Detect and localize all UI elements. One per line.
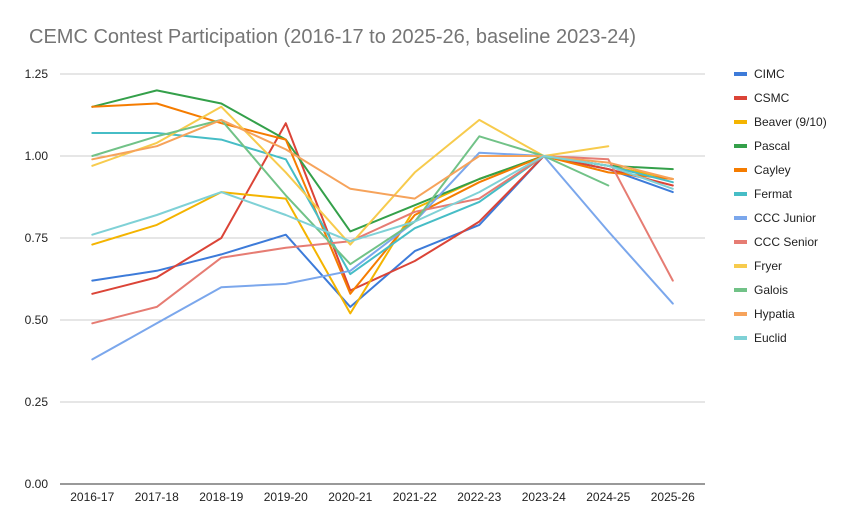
legend-label: Pascal <box>754 139 790 153</box>
legend-label: Beaver (9/10) <box>754 115 827 129</box>
legend-swatch <box>734 264 747 268</box>
series-line-euclid <box>91 155 674 243</box>
legend-swatch <box>734 288 747 292</box>
series-line-ccc-senior <box>91 155 674 325</box>
series-line-cayley <box>91 102 674 295</box>
x-tick-label: 2017-18 <box>135 490 179 504</box>
legend-swatch <box>734 216 747 220</box>
legend-swatch <box>734 72 747 76</box>
gridlines <box>60 73 705 485</box>
legend-swatch <box>734 312 747 316</box>
y-tick-label: 1.00 <box>25 149 49 163</box>
legend-label: Cayley <box>754 163 791 177</box>
legend-swatch <box>734 144 747 148</box>
x-axis-ticks: 2016-17 2017-18 2018-19 2019-20 2020-21 2021-… <box>70 490 695 504</box>
series-lines <box>91 89 674 361</box>
y-tick-label: 0.75 <box>25 231 49 245</box>
series-line-fryer <box>91 105 610 246</box>
legend-label: Euclid <box>754 331 787 345</box>
legend-swatch <box>734 96 747 100</box>
series-line-csmc <box>91 122 674 295</box>
legend-swatch <box>734 192 747 196</box>
x-tick-label: 2019-20 <box>264 490 308 504</box>
x-tick-label: 2024-25 <box>586 490 630 504</box>
legend-swatch <box>734 120 747 124</box>
legend-label: Fermat <box>754 187 793 201</box>
legend-swatch <box>734 168 747 172</box>
y-tick-label: 0.00 <box>25 477 49 491</box>
x-tick-label: 2021-22 <box>393 490 437 504</box>
legend-label: CSMC <box>754 91 790 105</box>
legend-label: CCC Junior <box>754 211 816 225</box>
y-tick-label: 0.50 <box>25 313 49 327</box>
x-tick-label: 2023-24 <box>522 490 566 504</box>
x-tick-label: 2018-19 <box>199 490 243 504</box>
series-line-galois <box>91 118 610 266</box>
series-line-hypatia <box>91 118 674 200</box>
legend-swatch <box>734 336 747 340</box>
y-tick-label: 1.25 <box>25 67 49 81</box>
legend-swatch <box>734 240 747 244</box>
chart-title: CEMC Contest Participation (2016-17 to 2… <box>29 26 637 48</box>
legend: CIMC CSMC Beaver (9/10) Pascal Cayley Fermat C… <box>734 67 827 345</box>
legend-label: Hypatia <box>754 307 795 321</box>
legend-label: CCC Senior <box>754 235 818 249</box>
legend-label: Fryer <box>754 259 782 273</box>
x-tick-label: 2020-21 <box>328 490 372 504</box>
series-line-ccc-junior <box>91 151 674 361</box>
legend-label: CIMC <box>754 67 785 81</box>
x-tick-label: 2025-26 <box>651 490 695 504</box>
legend-label: Galois <box>754 283 788 297</box>
y-tick-label: 0.25 <box>25 395 49 409</box>
y-axis-ticks: 0.00 0.25 0.50 0.75 1.00 1.25 <box>25 67 49 491</box>
x-tick-label: 2022-23 <box>457 490 501 504</box>
x-tick-label: 2016-17 <box>70 490 114 504</box>
